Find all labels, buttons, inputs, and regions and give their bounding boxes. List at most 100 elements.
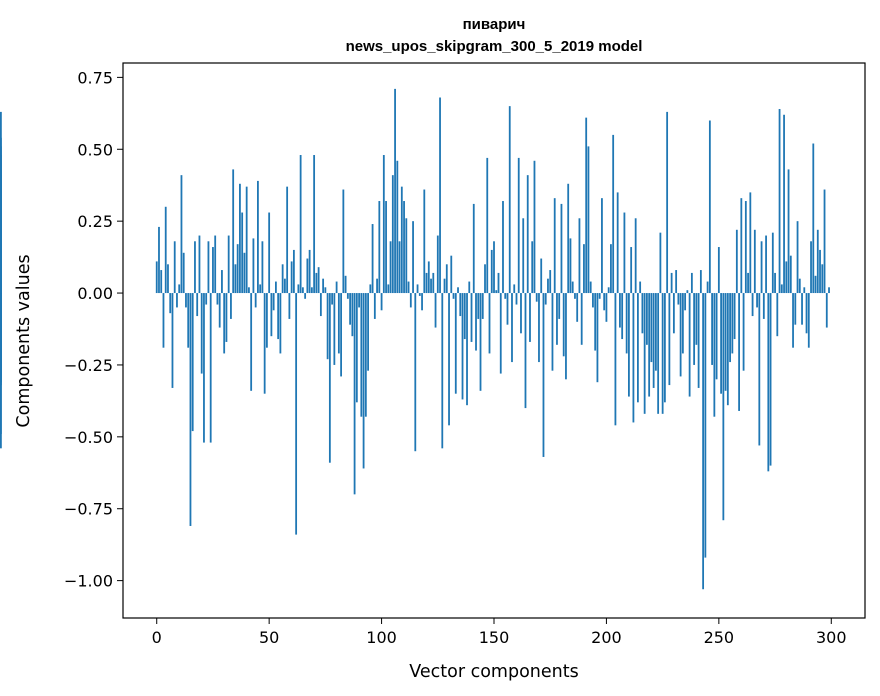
bar-58 — [286, 186, 289, 294]
bar-55 — [279, 293, 282, 354]
bar-275 — [774, 272, 776, 294]
bar-171 — [540, 258, 543, 294]
bar-90 — [358, 293, 360, 308]
bar-153 — [499, 293, 502, 374]
bar-132 — [452, 293, 455, 299]
bar-0 — [155, 261, 158, 294]
bar-297 — [823, 189, 826, 294]
bar-143 — [477, 293, 480, 319]
bar-290 — [807, 293, 810, 348]
bar-119 — [423, 189, 426, 294]
bar-106 — [394, 88, 396, 294]
bar-27 — [216, 293, 219, 305]
bar-52 — [272, 293, 275, 311]
bar-50 — [268, 212, 271, 294]
bar-220 — [650, 293, 653, 363]
bar-208 — [623, 212, 626, 294]
bar-210 — [628, 293, 630, 397]
bar-72 — [317, 267, 320, 294]
bar-270 — [762, 293, 765, 319]
bar-67 — [306, 258, 309, 294]
bar-232 — [677, 293, 680, 305]
bar-110 — [403, 201, 405, 294]
bar-7 — [171, 293, 174, 388]
bar-202 — [610, 244, 612, 294]
bar-269 — [760, 241, 763, 294]
plot-frame — [122, 62, 866, 619]
bar-293 — [814, 275, 817, 294]
bar-175 — [549, 270, 552, 294]
bar-63 — [297, 284, 300, 294]
bar-241 — [697, 293, 700, 388]
bar-100 — [380, 293, 383, 311]
bar-216 — [641, 293, 644, 334]
bar-225 — [661, 293, 664, 414]
bar-289 — [805, 293, 808, 334]
bar-242 — [699, 270, 702, 294]
bar-159 — [513, 284, 516, 294]
bar-258 — [735, 229, 738, 294]
bar-192 — [587, 146, 590, 294]
bar-286 — [798, 278, 801, 294]
bar-51 — [270, 293, 273, 337]
bar-47 — [261, 241, 264, 294]
bar-174 — [547, 278, 549, 294]
bar-17 — [194, 241, 196, 294]
bar-117 — [418, 293, 421, 296]
bar-206 — [619, 293, 621, 328]
bar-169 — [535, 293, 538, 302]
bar-172 — [542, 293, 545, 457]
bar-150 — [493, 241, 495, 294]
y-axis-label: Components values — [14, 254, 34, 427]
bar-undefined — [0, 278, 2, 294]
bar-259 — [738, 293, 740, 411]
bar-93 — [364, 293, 367, 417]
bar-298 — [825, 293, 828, 328]
bar-4 — [164, 206, 167, 294]
bar-107 — [396, 160, 399, 294]
bar-178 — [556, 293, 558, 345]
bar-284 — [794, 293, 797, 325]
bar-36 — [236, 244, 239, 294]
bar-191 — [585, 117, 588, 294]
bar-122 — [430, 278, 432, 294]
bar-45 — [257, 180, 259, 294]
bar-30 — [223, 293, 226, 354]
bar-256 — [731, 293, 734, 354]
bar-249 — [715, 293, 718, 380]
bar-3 — [162, 293, 165, 348]
bar-32 — [227, 235, 230, 294]
bar-189 — [580, 293, 583, 345]
bar-105 — [391, 175, 394, 294]
bar-118 — [421, 293, 423, 311]
bar-96 — [371, 224, 374, 294]
bar-209 — [625, 293, 628, 354]
bar-268 — [758, 293, 761, 446]
bar-158 — [511, 293, 513, 363]
bar-136 — [461, 293, 464, 400]
bar-179 — [558, 293, 561, 319]
bar-182 — [565, 293, 567, 380]
bar-147 — [486, 157, 489, 294]
bar-239 — [693, 293, 696, 365]
bar-236 — [686, 290, 689, 294]
bar-262 — [744, 201, 747, 294]
bar-279 — [783, 114, 785, 294]
bar-34 — [232, 169, 235, 294]
bar-212 — [632, 293, 635, 423]
bar-40 — [245, 186, 248, 294]
bar-248 — [713, 293, 716, 417]
bar-14 — [187, 293, 190, 348]
bar-190 — [583, 244, 585, 294]
bar-260 — [740, 198, 743, 294]
bar-278 — [780, 284, 783, 294]
bar-25 — [212, 247, 214, 294]
bar-99 — [378, 201, 381, 294]
bar-116 — [416, 284, 419, 294]
bar-48 — [263, 293, 266, 394]
bar-188 — [578, 218, 581, 294]
bar-41 — [248, 287, 250, 294]
bar-16 — [191, 293, 194, 432]
x-tick-label: 300 — [816, 628, 847, 647]
bar-155 — [504, 293, 507, 299]
